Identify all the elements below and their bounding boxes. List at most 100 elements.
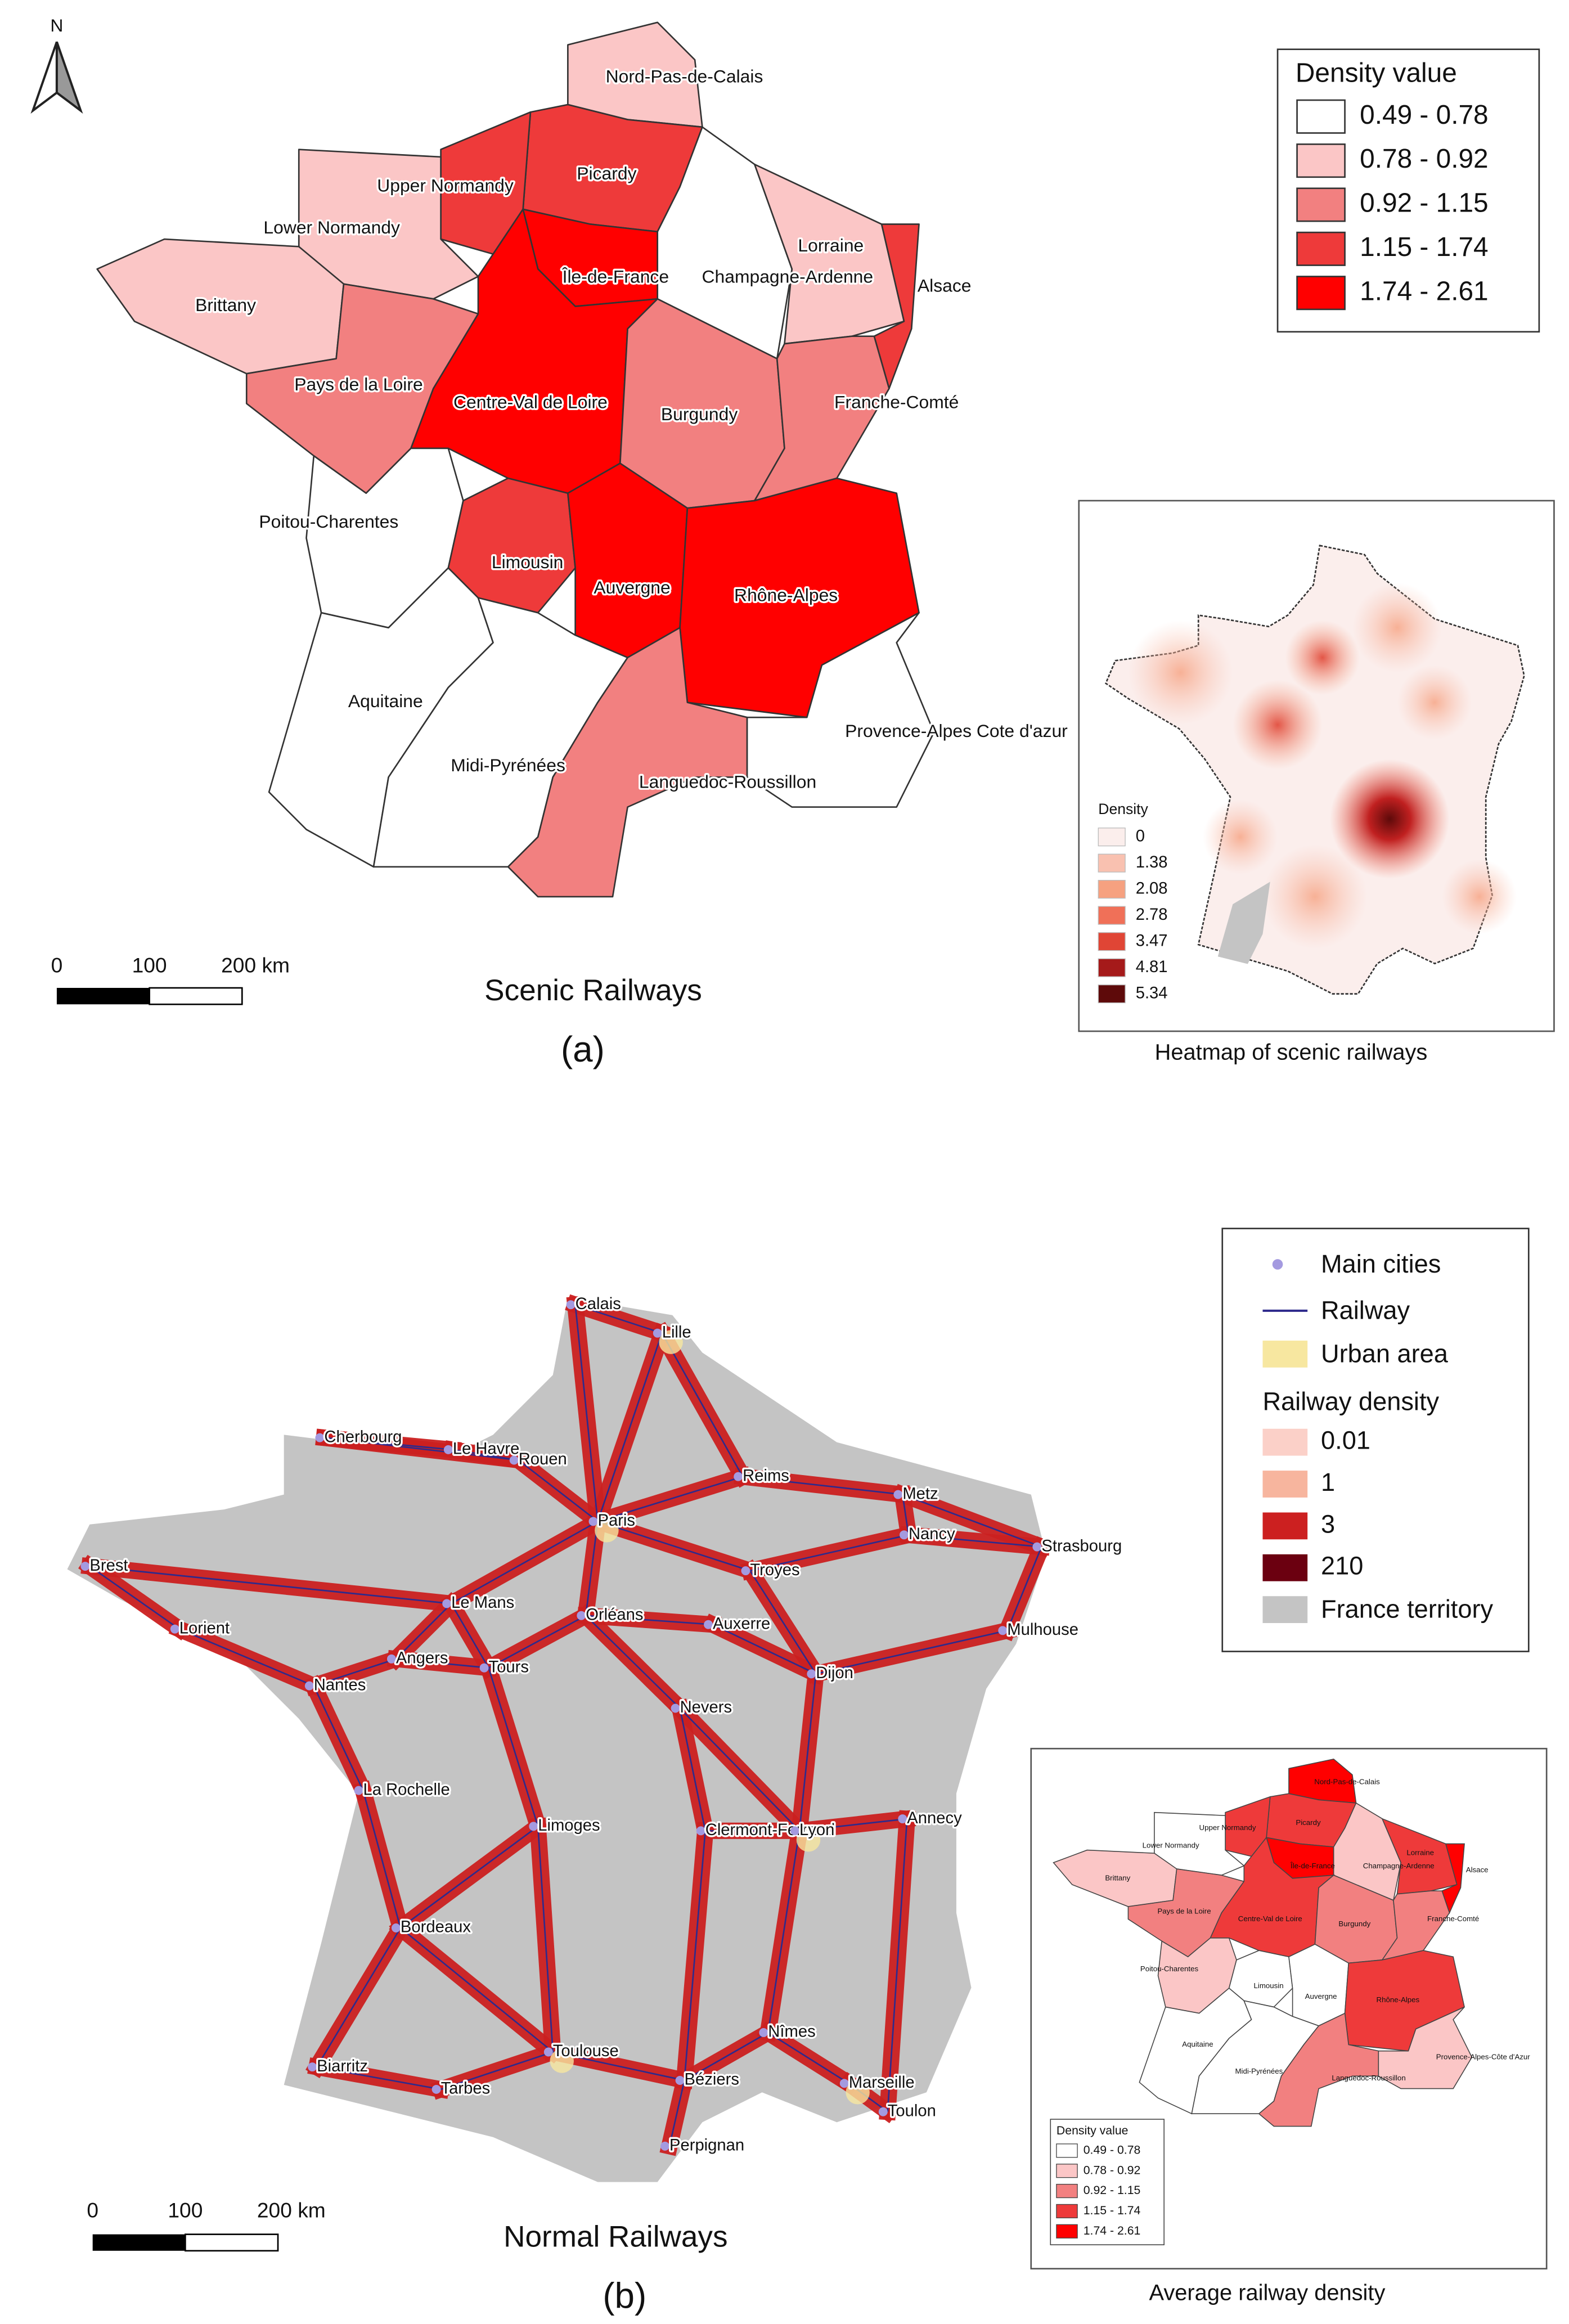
panel-caption: (b): [603, 2276, 646, 2316]
railway: [750, 1534, 909, 1572]
city-dot: [675, 2076, 685, 2085]
scale-bar-segment: [149, 987, 243, 1005]
city-dot: [443, 1445, 453, 1454]
scale-bar-segment: [185, 2233, 279, 2252]
region-label: Pays de la Loire: [1157, 1907, 1211, 1915]
region-label: Alsace: [918, 275, 972, 295]
city-label: Biarritz: [317, 2057, 368, 2075]
region-label: Lorraine: [798, 235, 864, 255]
inset-caption: Average railway density: [1149, 2280, 1386, 2305]
city-label: Le Havre: [453, 1440, 520, 1458]
legend-label: 210: [1321, 1552, 1363, 1580]
region-label: Alsace: [1466, 1866, 1489, 1874]
region-label: Midi-Pyrénées: [1235, 2067, 1283, 2075]
legend-label: 0.49 - 0.78: [1360, 100, 1489, 130]
city-label: Tarbes: [441, 2080, 491, 2098]
region-label: Nord-Pas-de-Calais: [1314, 1778, 1380, 1786]
city-dot: [386, 1654, 396, 1664]
region-label: Île-de-France: [562, 267, 669, 287]
north-label: N: [50, 15, 63, 35]
legend-swatch: [1098, 880, 1126, 899]
city-label: Nancy: [909, 1525, 955, 1543]
city-dot: [354, 1786, 363, 1795]
city-dot: [80, 1562, 90, 1571]
railway: [798, 1674, 817, 1831]
region-label: Provence-Alpes Cote d'azur: [845, 721, 1068, 741]
city-label: Troyes: [750, 1561, 799, 1579]
urban-area: [846, 2080, 870, 2105]
legend-label: 1.38: [1136, 853, 1168, 871]
railway: [799, 1818, 907, 1832]
region-label: Rhône-Alpes: [734, 585, 838, 605]
urban-area: [796, 1828, 821, 1852]
city-label: Dijon: [816, 1664, 853, 1682]
city-label: Metz: [902, 1485, 938, 1503]
legend-swatch: [1056, 2143, 1078, 2158]
region-label: Poitou-Charentes: [1140, 1965, 1199, 1973]
railway: [767, 2031, 849, 2084]
region-label: Languedoc-Roussillon: [639, 771, 816, 792]
city-label: Nantes: [314, 1676, 366, 1694]
scale-bar-segment: [92, 2234, 186, 2251]
urban-area: [595, 1518, 619, 1543]
railway: [89, 1565, 452, 1604]
legend-symbol: [1272, 1259, 1283, 1270]
city-label: Perpignan: [669, 2137, 744, 2155]
railway: [1006, 1547, 1042, 1631]
region-label: Limousin: [1254, 1981, 1284, 1990]
legend-label: 1.15 - 1.74: [1084, 2204, 1141, 2217]
north-arrow: [30, 41, 58, 114]
legend-label: 0.78 - 0.92: [1084, 2163, 1141, 2177]
legend-swatch: [1296, 99, 1346, 134]
railway: [668, 2080, 685, 2147]
city-label: Brest: [89, 1557, 128, 1575]
heatmap-caption: Heatmap of scenic railways: [1155, 1040, 1428, 1064]
city-label: Lorient: [179, 1619, 230, 1637]
city-dot: [304, 1681, 314, 1691]
city-label: Tours: [489, 1658, 529, 1676]
city-dot: [653, 1328, 662, 1338]
map-title: Scenic Railways: [484, 974, 702, 1007]
railway: [684, 2031, 768, 2082]
region-label: Provence-Alpes-Côte d'Azur: [1436, 2052, 1531, 2061]
region-label: Limousin: [492, 552, 563, 572]
city-dot: [704, 1620, 713, 1629]
scale-label: 200 km: [257, 2199, 326, 2222]
city-dot: [577, 1611, 586, 1620]
railway: [679, 1708, 707, 1831]
scale-bar: 0 100 200 km: [87, 2199, 326, 2252]
city-dot: [900, 1530, 909, 1540]
urban-area: [550, 2049, 574, 2073]
legend: 0.49 - 0.78 0.78 - 0.92 0.92 - 1.15 1.15 - …: [1296, 99, 1489, 311]
legend-label: 1.74 - 2.61: [1084, 2224, 1141, 2237]
legend-swatch: [1056, 2164, 1078, 2178]
railway: [552, 2051, 685, 2082]
city-dot: [431, 2084, 441, 2094]
legend-swatch: [1056, 2183, 1078, 2199]
city-label: Toulouse: [553, 2042, 619, 2060]
railway: [362, 1790, 402, 1929]
heat-blob: [1233, 680, 1323, 770]
legend-title: Density value: [1057, 2124, 1129, 2137]
legend-label: 2.78: [1136, 906, 1168, 924]
region-label: Lower Normandy: [1143, 1841, 1199, 1849]
city-dot: [529, 1822, 538, 1831]
city-label: Marseille: [849, 2074, 915, 2092]
scale-label: 200 km: [221, 954, 290, 977]
region-label: Upper Normandy: [1199, 1823, 1256, 1832]
railway: [537, 1826, 554, 2052]
heatmap: [1104, 545, 1525, 995]
legend-label: 1.15 - 1.74: [1360, 232, 1489, 262]
railway: [179, 1628, 314, 1687]
city-dot: [790, 1826, 800, 1836]
city-label: Lille: [662, 1323, 691, 1341]
railway: [395, 1658, 489, 1669]
legend-swatch: [1098, 958, 1126, 977]
region-label: Aquitaine: [348, 691, 423, 711]
legend-swatch: [1296, 187, 1346, 222]
city-dot: [734, 1472, 743, 1481]
railway: [597, 1521, 750, 1572]
urban-area: [659, 1330, 683, 1354]
city-label: Paris: [597, 1512, 635, 1530]
